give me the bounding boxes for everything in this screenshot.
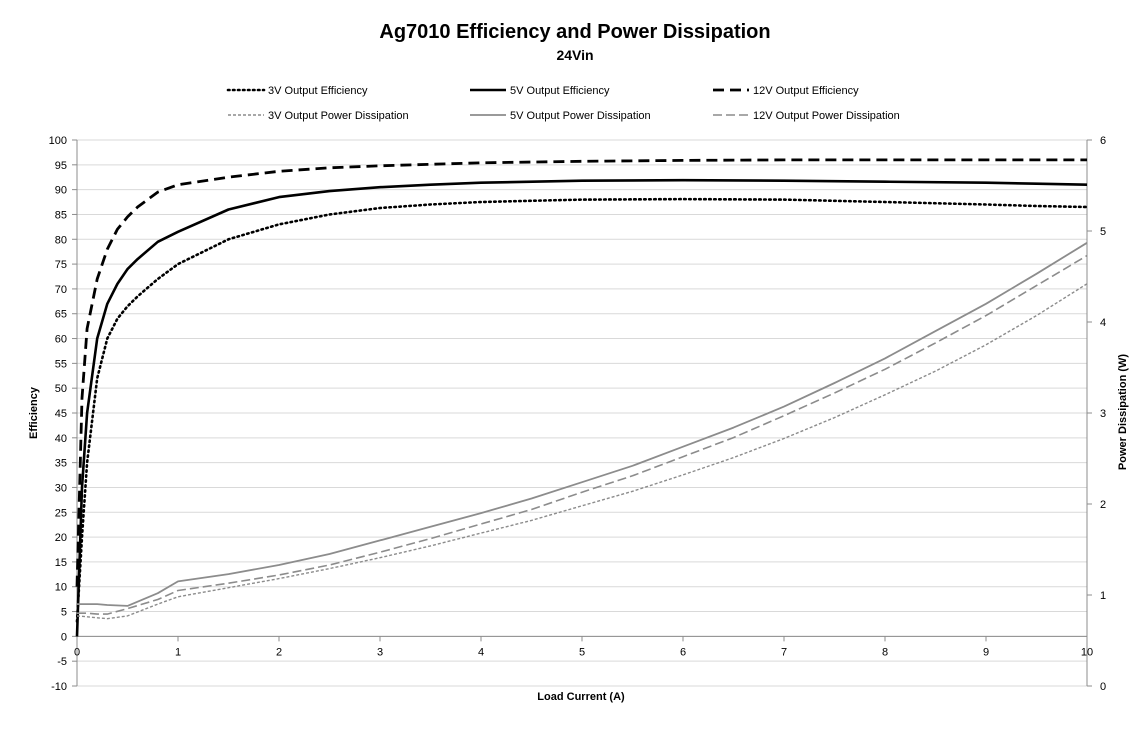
x-axis-title: Load Current (A) xyxy=(537,691,625,703)
legend-label-4: 5V Output Power Dissipation xyxy=(510,110,651,122)
y-tick-label-3: 5 xyxy=(61,607,67,619)
x-tick-label-7: 7 xyxy=(781,646,787,658)
y-tick-label-4: 10 xyxy=(55,582,67,594)
x-tick-label-1: 1 xyxy=(175,646,181,658)
y-tick-label-7: 25 xyxy=(55,507,67,519)
y-tick-label-14: 60 xyxy=(55,334,67,346)
y-tick-label-21: 95 xyxy=(55,160,67,172)
x-tick-label-5: 5 xyxy=(579,646,585,658)
grid-lines xyxy=(77,139,1087,687)
y-tick-label-12: 50 xyxy=(55,383,67,395)
y2-tick-label-2: 2 xyxy=(1100,499,1106,511)
chart-subtitle: 24Vin xyxy=(556,47,593,63)
y-tick-label-2: 0 xyxy=(61,631,67,643)
y-axis-title: Efficiency xyxy=(28,386,40,439)
series-line-2 xyxy=(75,158,1087,587)
series-line-1 xyxy=(75,178,1088,637)
y-tick-label-1: -5 xyxy=(57,656,67,668)
legend-label-2: 12V Output Efficiency xyxy=(753,85,859,97)
legend: 3V Output Efficiency 5V Output Efficiency… xyxy=(226,85,900,122)
y-tick-label-16: 70 xyxy=(55,284,67,296)
x-tick-label-4: 4 xyxy=(478,646,484,658)
series-line-5 xyxy=(77,254,1088,615)
axes: 0 1 2 3 4 5 6 7 8 9 10-10-505101520253035404550556… xyxy=(49,135,1106,693)
x-tick-label-0: 0 xyxy=(74,646,80,658)
legend-label-1: 5V Output Efficiency xyxy=(510,85,610,97)
x-tick-label-10: 10 xyxy=(1081,646,1093,658)
y-tick-label-0: -10 xyxy=(51,681,67,693)
y-tick-label-20: 90 xyxy=(55,185,67,197)
y2-tick-label-6: 6 xyxy=(1100,135,1106,147)
series-line-0 xyxy=(75,197,1089,623)
x-tick-label-6: 6 xyxy=(680,646,686,658)
y2-tick-label-3: 3 xyxy=(1100,408,1106,420)
x-tick-label-2: 2 xyxy=(276,646,282,658)
y-tick-label-15: 65 xyxy=(55,309,67,321)
legend-label-3: 3V Output Power Dissipation xyxy=(268,110,409,122)
y-tick-label-22: 100 xyxy=(49,135,67,147)
y-tick-label-5: 15 xyxy=(55,557,67,569)
y-tick-label-9: 35 xyxy=(55,458,67,470)
y2-tick-label-4: 4 xyxy=(1100,317,1106,329)
y-tick-label-17: 75 xyxy=(55,259,67,271)
series-lines xyxy=(75,158,1089,637)
y2-tick-label-1: 1 xyxy=(1100,590,1106,602)
x-tick-label-3: 3 xyxy=(377,646,383,658)
y-tick-label-13: 55 xyxy=(55,358,67,370)
y-tick-label-6: 20 xyxy=(55,532,67,544)
y-tick-label-8: 30 xyxy=(55,482,67,494)
y-tick-label-11: 45 xyxy=(55,408,67,420)
y2-tick-label-0: 0 xyxy=(1100,681,1106,693)
legend-label-5: 12V Output Power Dissipation xyxy=(753,110,900,122)
legend-label-0: 3V Output Efficiency xyxy=(268,85,368,97)
y-tick-label-19: 85 xyxy=(55,209,67,221)
chart-title: Ag7010 Efficiency and Power Dissipation xyxy=(379,21,770,43)
y2-axis-title: Power Dissipation (W) xyxy=(1117,354,1129,470)
series-line-3 xyxy=(76,283,1088,620)
y-tick-label-10: 40 xyxy=(55,433,67,445)
x-tick-label-9: 9 xyxy=(983,646,989,658)
y2-tick-label-5: 5 xyxy=(1100,226,1106,238)
y-tick-label-18: 80 xyxy=(55,234,67,246)
series-line-4 xyxy=(77,242,1088,607)
x-tick-label-8: 8 xyxy=(882,646,888,658)
